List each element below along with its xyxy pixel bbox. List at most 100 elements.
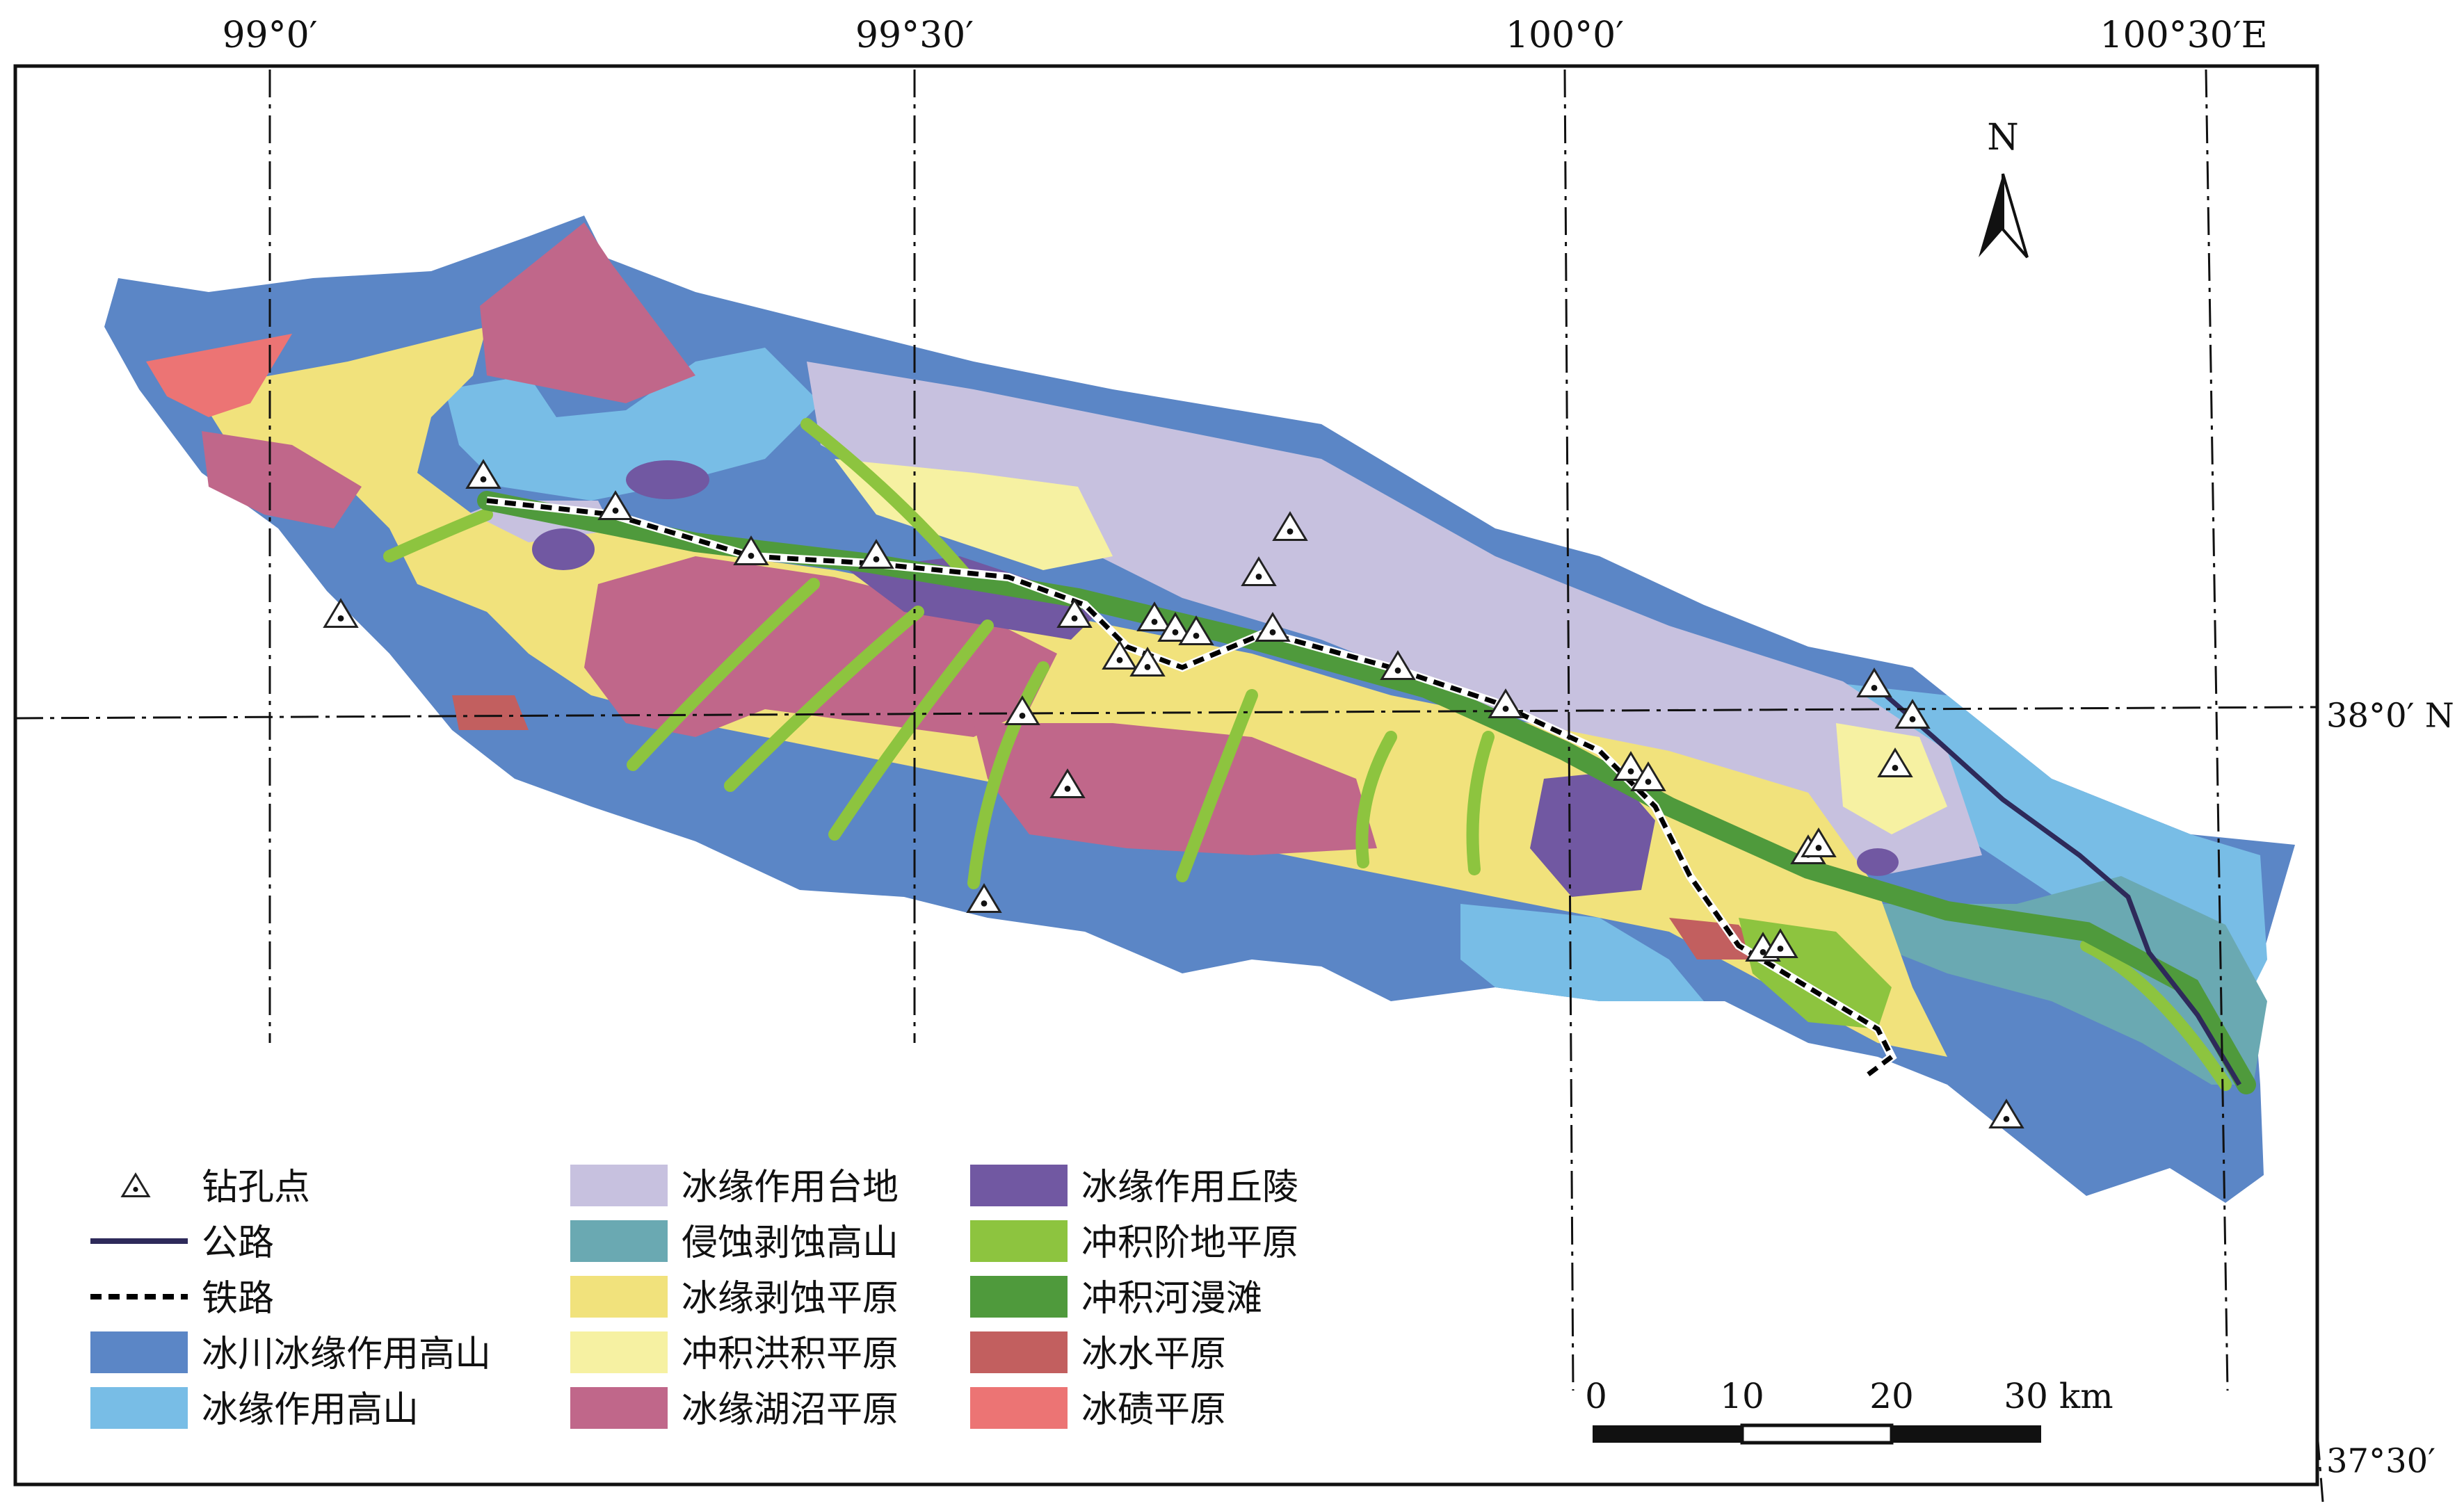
borehole-marker <box>733 535 769 565</box>
legend-item: 钻孔点 <box>120 1167 310 1208</box>
borehole-marker <box>1801 827 1837 857</box>
legend-item: 冰缘作用高山 <box>90 1387 419 1431</box>
region-alluvial-proluvial-plain <box>835 459 1113 570</box>
legend-label: 冲积洪积平原 <box>682 1334 899 1375</box>
region-lake-marsh-plain-south <box>974 723 1377 855</box>
region-periglacial-hills-east <box>1530 772 1655 897</box>
legend-label: 公路 <box>202 1222 274 1264</box>
legend-symbol-borehole-icon <box>120 1172 151 1197</box>
region-periglacial-hills-patch <box>532 528 595 570</box>
borehole-marker <box>1877 747 1913 777</box>
legend-label: 冰缘湖沼平原 <box>682 1389 899 1431</box>
scale-bar-segment <box>1892 1425 2041 1443</box>
legend-item: 冰缘作用台地 <box>570 1165 899 1208</box>
legend-swatch <box>970 1165 1068 1206</box>
scale-bar: 0 10 20 30 km <box>1585 1376 2113 1445</box>
terrace-tributary <box>2080 939 2232 1091</box>
north-label: N <box>1987 117 2019 159</box>
region-lake-marsh-plain <box>480 222 695 403</box>
meridian-100-30 <box>2205 69 2229 1391</box>
legend-item: 冲积河漫滩 <box>970 1276 1262 1320</box>
terrace-tributary <box>828 620 994 841</box>
borehole-marker <box>1988 1099 2024 1128</box>
region-periglacial-high-mountain <box>445 348 821 501</box>
legend-item: 铁路 <box>90 1278 274 1320</box>
legend-item: 公路 <box>90 1222 274 1264</box>
coord-label-right: 38°0′ N <box>2326 697 2454 736</box>
coord-label-right: 37°30′ <box>2326 1442 2435 1481</box>
scale-tick-label: 20 <box>1869 1376 1914 1416</box>
coord-label-top: 100°30′E <box>2100 15 2267 56</box>
legend-item: 冰水平原 <box>970 1331 1226 1375</box>
borehole-marker <box>323 598 359 628</box>
scale-bar-segment <box>1593 1425 1742 1443</box>
parallel-37-30 <box>2316 1432 2324 1503</box>
legend-label: 冰缘作用台地 <box>682 1167 899 1208</box>
terrace-tributary <box>1176 689 1258 882</box>
legend-item: 冰缘剥蚀平原 <box>570 1276 899 1320</box>
borehole-marker <box>1856 667 1892 697</box>
legend-swatch <box>90 1331 188 1373</box>
scale-tick-label: 30 km <box>2004 1376 2113 1416</box>
coord-label-top: 100°0′ <box>1506 15 1624 56</box>
borehole-marker <box>858 539 894 569</box>
legend-swatch <box>570 1276 668 1318</box>
coord-label-top: 99°30′ <box>855 15 974 56</box>
legend-label: 冲积河漫滩 <box>1081 1278 1262 1320</box>
legend-swatch <box>90 1387 188 1429</box>
parallel-38-0 <box>15 706 2318 720</box>
borehole-layer <box>323 459 2024 1128</box>
region-periglacial-high-mountain-south <box>1460 904 1704 1001</box>
legend-item: 冰川冰缘作用高山 <box>90 1331 491 1375</box>
terrace-tributary <box>627 578 820 771</box>
legend-label: 冲积阶地平原 <box>1081 1222 1298 1264</box>
legend-label: 冰缘作用高山 <box>202 1389 419 1431</box>
scale-tick-label: 0 <box>1585 1376 1607 1416</box>
terrace-tributary <box>1466 731 1495 875</box>
region-periglacial-hills-patch <box>626 460 709 499</box>
legend-swatch <box>970 1331 1068 1373</box>
legend-item: 冰碛平原 <box>970 1387 1226 1431</box>
scale-bar-segment <box>1740 1423 1894 1445</box>
legend-swatch <box>970 1387 1068 1429</box>
borehole-marker <box>1129 647 1166 677</box>
region-erosion-high-mountain <box>1878 876 2267 1085</box>
borehole-marker <box>597 490 634 520</box>
terrace-tributary <box>383 508 493 562</box>
terrace-tributary <box>724 606 924 792</box>
alluvial-terrace-plain-group <box>383 418 2232 1091</box>
borehole-marker <box>1241 556 1277 586</box>
borehole-marker <box>1894 699 1931 729</box>
region-alluvial-proluvial-plain-east <box>1836 723 1947 834</box>
north-arrow-icon <box>1979 174 2003 257</box>
legend-label: 冰缘作用丘陵 <box>1081 1167 1298 1208</box>
legend: 钻孔点公路铁路冰川冰缘作用高山冰缘作用高山冰缘作用台地侵蚀剥蚀高山冰缘剥蚀平原冲… <box>90 1165 1298 1431</box>
region-denudation-plain <box>195 327 1947 1057</box>
terrace-tributary <box>800 418 980 590</box>
borehole-marker <box>1102 640 1138 670</box>
terrace-tributary <box>1355 731 1397 868</box>
road-line <box>1876 686 2242 1086</box>
borehole-marker <box>1255 612 1291 642</box>
legend-swatch <box>570 1165 668 1206</box>
scale-tick-label: 10 <box>1720 1376 1764 1416</box>
borehole-marker <box>1004 695 1040 725</box>
legend-item: 冰缘作用丘陵 <box>970 1165 1298 1208</box>
borehole-marker <box>1178 615 1214 645</box>
borehole-marker <box>1488 688 1524 718</box>
borehole-marker <box>966 883 1002 913</box>
borehole-marker <box>1762 928 1798 958</box>
legend-label: 冰缘剥蚀平原 <box>682 1278 899 1320</box>
coord-label-top: 99°0′ <box>222 15 317 56</box>
legend-swatch <box>570 1387 668 1429</box>
terrace-tributary <box>967 661 1049 889</box>
region-moraine-plain <box>146 334 292 417</box>
borehole-marker <box>1056 598 1093 628</box>
borehole-marker <box>1272 511 1308 541</box>
region-periglacial-platform <box>807 362 1982 876</box>
legend-swatch <box>570 1331 668 1373</box>
borehole-marker <box>465 459 501 489</box>
north-arrow-icon-half <box>2002 173 2029 259</box>
north-arrow: N <box>1979 117 2029 259</box>
